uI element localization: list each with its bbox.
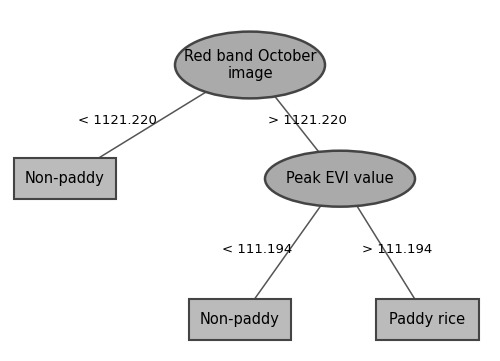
Text: Non-paddy: Non-paddy	[200, 312, 280, 327]
FancyBboxPatch shape	[14, 158, 116, 199]
Text: Paddy rice: Paddy rice	[390, 312, 466, 327]
Text: Red band October
image: Red band October image	[184, 49, 316, 81]
Ellipse shape	[175, 32, 325, 98]
FancyBboxPatch shape	[189, 299, 291, 340]
Text: Non-paddy: Non-paddy	[25, 171, 105, 186]
Text: < 111.194: < 111.194	[222, 243, 292, 256]
Text: Peak EVI value: Peak EVI value	[286, 171, 394, 186]
Text: < 1121.220: < 1121.220	[78, 114, 157, 127]
Ellipse shape	[265, 151, 415, 206]
FancyBboxPatch shape	[376, 299, 478, 340]
Text: > 111.194: > 111.194	[362, 243, 432, 256]
Text: > 1121.220: > 1121.220	[268, 114, 347, 127]
